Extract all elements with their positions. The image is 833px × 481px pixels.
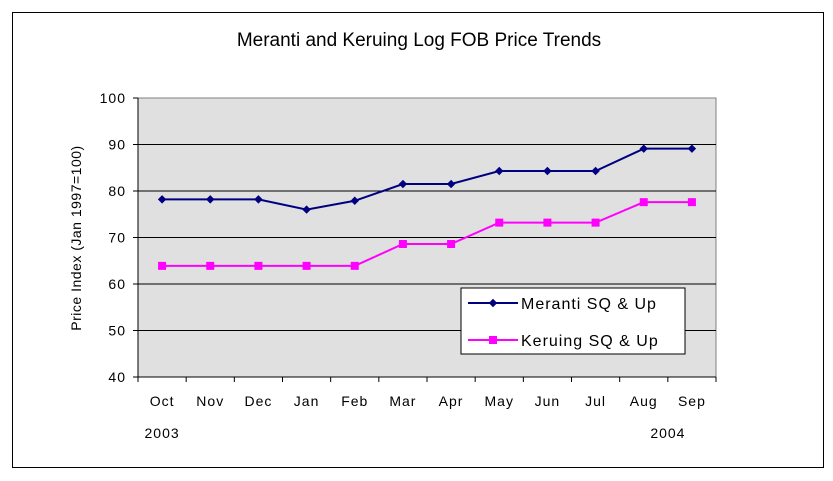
data-point (158, 261, 167, 270)
data-point (495, 166, 504, 176)
x-tick-label: Feb (341, 393, 368, 409)
x-tick-label: Jun (535, 393, 561, 409)
x-tick-label: Sep (678, 393, 706, 409)
y-tick-label: 90 (108, 137, 126, 153)
data-point (591, 166, 600, 176)
legend: Meranti SQ & Up Keruing SQ & Up (460, 287, 686, 355)
legend-label: Meranti SQ & Up (521, 296, 657, 313)
data-point (591, 218, 600, 227)
x-tick-label: Mar (389, 393, 416, 409)
year-label: 2003 (145, 425, 180, 441)
x-tick-label: Oct (150, 393, 175, 409)
y-tick-label: 80 (108, 183, 126, 199)
data-point (447, 240, 456, 249)
data-point (254, 195, 263, 204)
data-point (157, 195, 167, 204)
data-point (446, 179, 456, 189)
y-tick-label: 70 (108, 230, 126, 246)
data-point (543, 166, 552, 176)
data-point (639, 144, 648, 153)
chart-frame: Meranti and Keruing Log FOB Price Trends… (12, 12, 824, 468)
data-point (398, 179, 408, 189)
data-point (302, 261, 311, 270)
y-tick-labels: 40 50 60 70 80 90 100 (100, 90, 126, 385)
x-tick-label: Nov (196, 393, 224, 409)
data-point (350, 261, 359, 270)
x-tick-label: Apr (439, 393, 464, 409)
series-2 (158, 198, 696, 270)
year-label: 2004 (650, 425, 685, 441)
data-point (350, 196, 359, 205)
legend-box (460, 287, 686, 355)
series-1 (157, 144, 697, 214)
chart-title: Meranti and Keruing Log FOB Price Trends (237, 30, 601, 51)
data-point (495, 218, 504, 227)
series-group (157, 144, 697, 270)
data-point (639, 198, 648, 207)
legend-label: Keruing SQ & Up (521, 333, 659, 350)
legend-marker (489, 336, 497, 344)
y-tick-label: 40 (108, 369, 126, 385)
data-point (254, 261, 263, 270)
data-point (543, 218, 552, 227)
y-tick-label: 50 (108, 323, 126, 339)
data-point (206, 195, 215, 204)
x-tick-labels: Oct Nov Dec Jan Feb Mar Apr May Jun Jul Aug Sep 2003… (145, 393, 706, 441)
data-point (302, 205, 311, 214)
data-point (398, 240, 407, 249)
axes (133, 97, 717, 382)
legend-marker (488, 298, 498, 308)
data-point (206, 261, 215, 270)
y-axis-title: Price Index (Jan 1997=100) (68, 145, 84, 330)
y-tick-label: 100 (100, 90, 126, 106)
line-chart: Meranti and Keruing Log FOB Price Trends… (68, 30, 717, 441)
series-line (162, 147, 692, 211)
data-point (687, 144, 697, 153)
x-tick-label: May (485, 393, 514, 409)
x-tick-label: Jan (294, 393, 320, 409)
x-tick-label: Dec (244, 393, 272, 409)
y-tick-label: 60 (108, 276, 126, 292)
x-tick-label: Aug (630, 393, 658, 409)
x-tick-label: Jul (585, 393, 606, 409)
data-point (687, 198, 696, 207)
series-line (162, 201, 692, 267)
